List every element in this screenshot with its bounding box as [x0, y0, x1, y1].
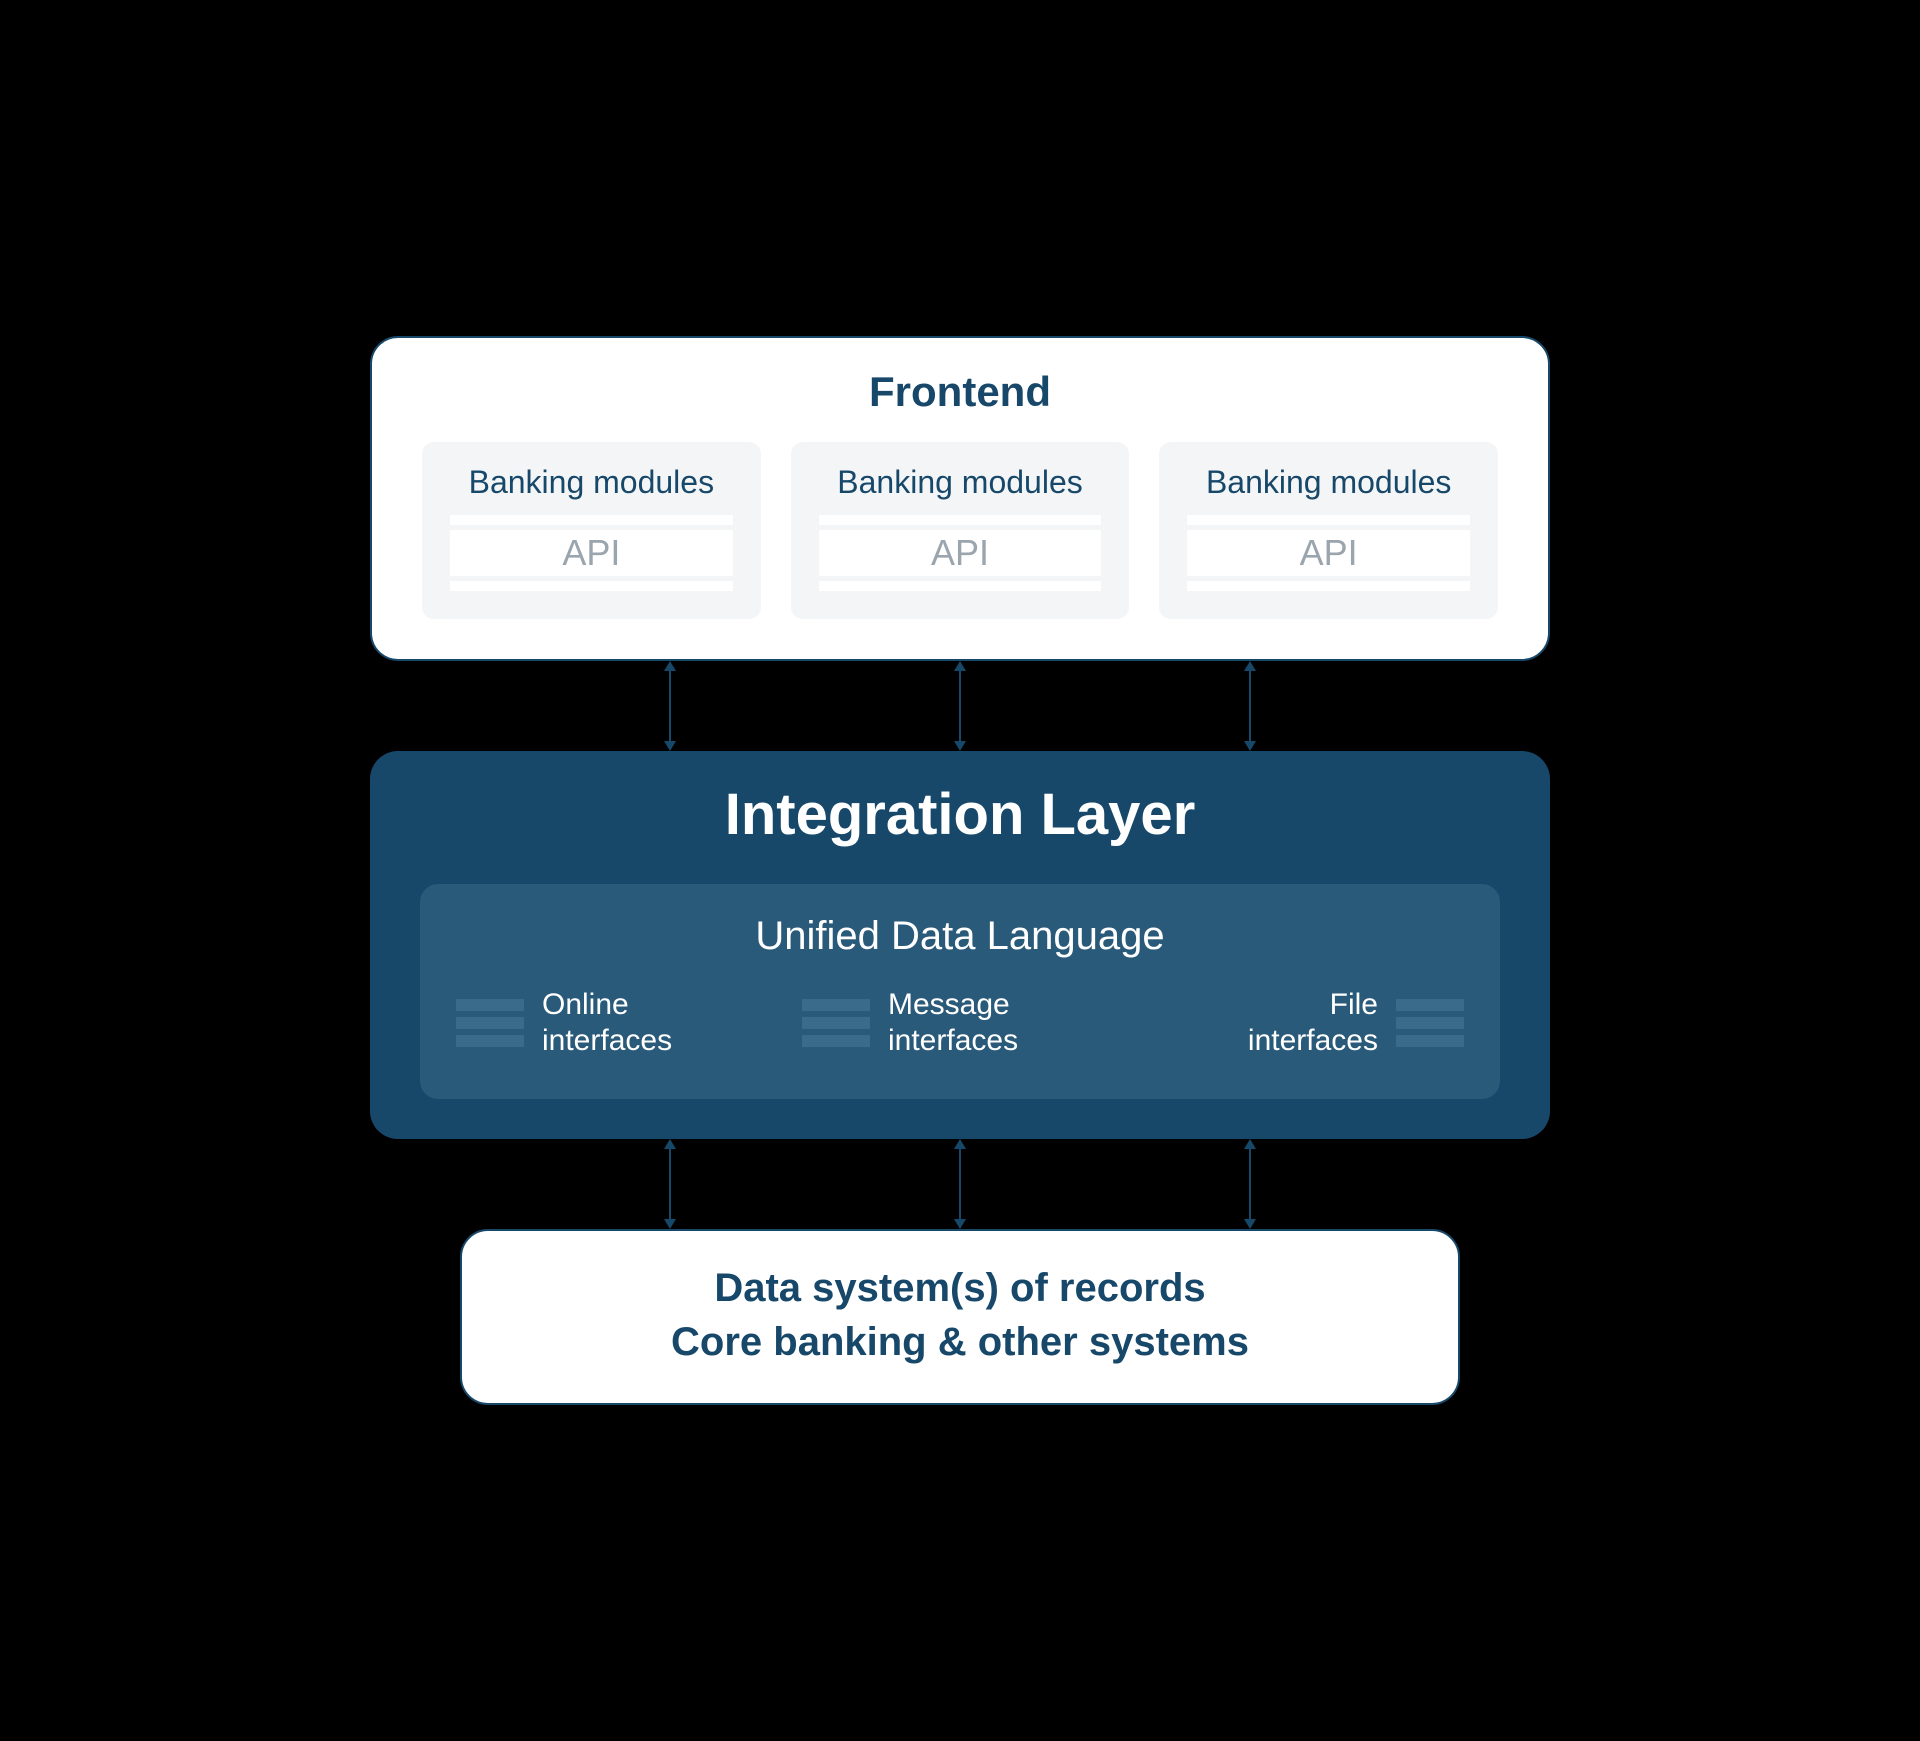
bidirectional-arrow-icon — [1240, 1139, 1260, 1229]
interface-label: Online interfaces — [542, 987, 672, 1059]
unified-data-language-box: Unified Data Language Online interfaces — [420, 884, 1500, 1099]
module-title: Banking modules — [1206, 464, 1451, 501]
api-bar — [819, 581, 1102, 591]
interface-message: Message interfaces — [802, 987, 1118, 1059]
bidirectional-arrow-icon — [950, 1139, 970, 1229]
bidirectional-arrow-icon — [950, 661, 970, 751]
bidirectional-arrow-icon — [660, 661, 680, 751]
interface-bars-icon — [1396, 999, 1464, 1047]
architecture-diagram: Frontend Banking modules API Banking mod… — [370, 336, 1550, 1405]
udl-title: Unified Data Language — [456, 914, 1464, 959]
integration-panel: Integration Layer Unified Data Language … — [370, 751, 1550, 1139]
bidirectional-arrow-icon — [1240, 661, 1260, 751]
api-bar — [819, 515, 1102, 525]
banking-module-card: Banking modules API — [791, 442, 1130, 619]
module-title: Banking modules — [837, 464, 1082, 501]
interface-row: Online interfaces Message interfaces — [456, 987, 1464, 1059]
api-bar — [1187, 581, 1470, 591]
api-label: API — [450, 530, 733, 576]
api-label: API — [1187, 530, 1470, 576]
api-box: API — [450, 515, 733, 591]
module-title: Banking modules — [469, 464, 714, 501]
arrow-zone-bottom — [460, 1139, 1460, 1229]
integration-title: Integration Layer — [420, 781, 1500, 848]
bidirectional-arrow-icon — [660, 1139, 680, 1229]
api-box: API — [1187, 515, 1470, 591]
api-bar — [450, 515, 733, 525]
arrow-zone-top — [460, 661, 1460, 751]
interface-bars-icon — [456, 999, 524, 1047]
interface-bars-icon — [802, 999, 870, 1047]
frontend-title: Frontend — [422, 368, 1498, 416]
interface-label: Message interfaces — [888, 987, 1018, 1059]
bottom-line-2: Core banking & other systems — [512, 1315, 1408, 1369]
banking-module-card: Banking modules API — [422, 442, 761, 619]
interface-online: Online interfaces — [456, 987, 772, 1059]
interface-label: File interfaces — [1148, 987, 1378, 1059]
interface-file: File interfaces — [1148, 987, 1464, 1059]
api-box: API — [819, 515, 1102, 591]
data-systems-panel: Data system(s) of records Core banking &… — [460, 1229, 1460, 1405]
module-row: Banking modules API Banking modules API … — [422, 442, 1498, 619]
frontend-panel: Frontend Banking modules API Banking mod… — [370, 336, 1550, 661]
api-bar — [450, 581, 733, 591]
bottom-line-1: Data system(s) of records — [512, 1261, 1408, 1315]
api-bar — [1187, 515, 1470, 525]
api-label: API — [819, 530, 1102, 576]
banking-module-card: Banking modules API — [1159, 442, 1498, 619]
